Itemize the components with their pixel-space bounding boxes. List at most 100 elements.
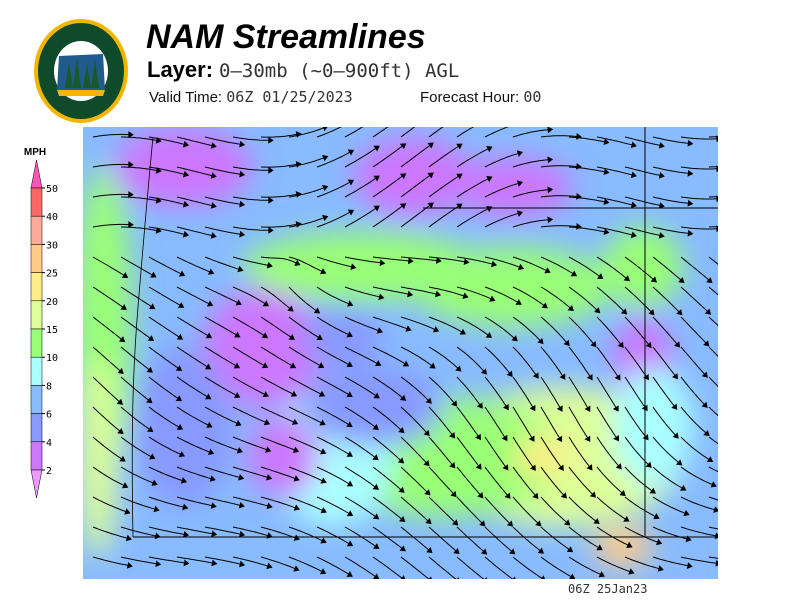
streamline: [260, 406, 294, 423]
streamline: [428, 466, 454, 494]
streamline-arrow: [320, 537, 327, 544]
streamline-arrow: [435, 290, 442, 298]
streamline-arrow: [486, 176, 493, 183]
streamline: [316, 256, 352, 268]
streamline: [568, 376, 589, 408]
streamline: [652, 226, 689, 234]
streamline-arrow: [211, 530, 218, 538]
streamline-arrow: [346, 361, 353, 368]
streamline-arrow: [128, 161, 134, 168]
streamline: [652, 256, 682, 281]
streamline: [456, 127, 475, 138]
streamline-arrow: [238, 501, 245, 509]
streamline-arrow: [239, 230, 246, 238]
streamline-arrow: [372, 513, 380, 520]
streamline-arrow: [236, 447, 244, 454]
streamline: [708, 556, 718, 559]
streamline-arrow: [372, 573, 380, 579]
streamline-arrow: [128, 191, 134, 198]
streamline: [288, 526, 323, 542]
streamline-arrow: [206, 300, 214, 307]
streamline-arrow: [151, 479, 158, 486]
streamline-arrow: [676, 309, 683, 316]
streamline: [568, 196, 605, 203]
streamline: [596, 466, 623, 494]
streamline-arrow: [263, 418, 271, 426]
streamline: [456, 316, 489, 336]
streamline: [456, 556, 485, 579]
streamline-arrow: [512, 576, 516, 579]
streamline-arrow: [146, 426, 154, 432]
streamline: [512, 129, 549, 138]
streamline: [624, 376, 646, 408]
streamline: [288, 256, 323, 272]
streamline-arrow: [398, 486, 405, 493]
streamline-arrow: [425, 397, 432, 404]
colorbar-tick-label: 4: [46, 438, 52, 449]
streamline: [596, 436, 619, 467]
streamline: [232, 196, 269, 201]
streamline-arrow: [146, 366, 153, 373]
streamline: [400, 466, 428, 493]
streamline: [680, 346, 705, 375]
colorbar-swatch: [30, 272, 43, 302]
streamline: [680, 556, 717, 564]
streamline: [316, 286, 349, 305]
streamline: [148, 556, 185, 564]
streamline: [596, 376, 617, 408]
streamline: [120, 556, 157, 565]
streamline: [372, 556, 403, 579]
streamline: [344, 346, 378, 364]
streamline: [400, 406, 427, 433]
streamline-arrow: [149, 453, 156, 460]
streamline: [680, 526, 716, 537]
layer-label: Layer:: [147, 57, 214, 82]
streamline: [708, 526, 718, 530]
streamline: [260, 286, 291, 309]
streamline: [260, 256, 297, 264]
streamline-arrow: [287, 305, 294, 312]
streamline: [316, 346, 349, 365]
streamline-arrow: [346, 421, 353, 428]
streamline-arrow: [313, 307, 321, 314]
streamline: [540, 376, 561, 408]
streamline-arrow: [182, 170, 190, 178]
streamline: [372, 526, 403, 549]
streamline-arrow: [490, 260, 498, 268]
streamline: [121, 166, 157, 171]
streamline-arrow: [402, 360, 410, 367]
streamline-arrow: [686, 562, 693, 569]
streamline-arrow: [509, 548, 516, 555]
wind-speed-region: [303, 307, 383, 367]
streamline: [344, 127, 364, 138]
streamline-arrow: [265, 446, 272, 453]
streamline-arrow: [645, 341, 652, 349]
streamline: [232, 466, 268, 478]
streamline-arrow: [233, 362, 241, 369]
streamline: [624, 526, 658, 543]
streamline: [232, 556, 268, 567]
streamline-arrow: [346, 540, 354, 547]
streamline-arrow: [683, 509, 690, 517]
streamline: [372, 175, 403, 198]
streamline: [288, 496, 323, 511]
streamline: [428, 406, 453, 435]
streamline-arrow: [598, 571, 605, 578]
streamline-arrow: [176, 333, 184, 340]
streamline: [176, 256, 210, 273]
streamline-arrow: [211, 559, 218, 567]
streamline: [344, 556, 376, 577]
streamline: [400, 376, 429, 401]
streamline-arrow: [642, 373, 649, 381]
streamline-arrow: [128, 221, 134, 228]
streamline: [680, 406, 707, 434]
streamline: [596, 556, 631, 573]
streamline-arrow: [116, 398, 124, 405]
streamline: [596, 196, 633, 206]
streamline-arrow: [648, 309, 655, 316]
streamline: [121, 226, 157, 231]
streamline-arrow: [423, 460, 430, 467]
streamline-arrow: [476, 402, 483, 409]
streamline: [92, 286, 124, 308]
streamline: [372, 406, 402, 431]
